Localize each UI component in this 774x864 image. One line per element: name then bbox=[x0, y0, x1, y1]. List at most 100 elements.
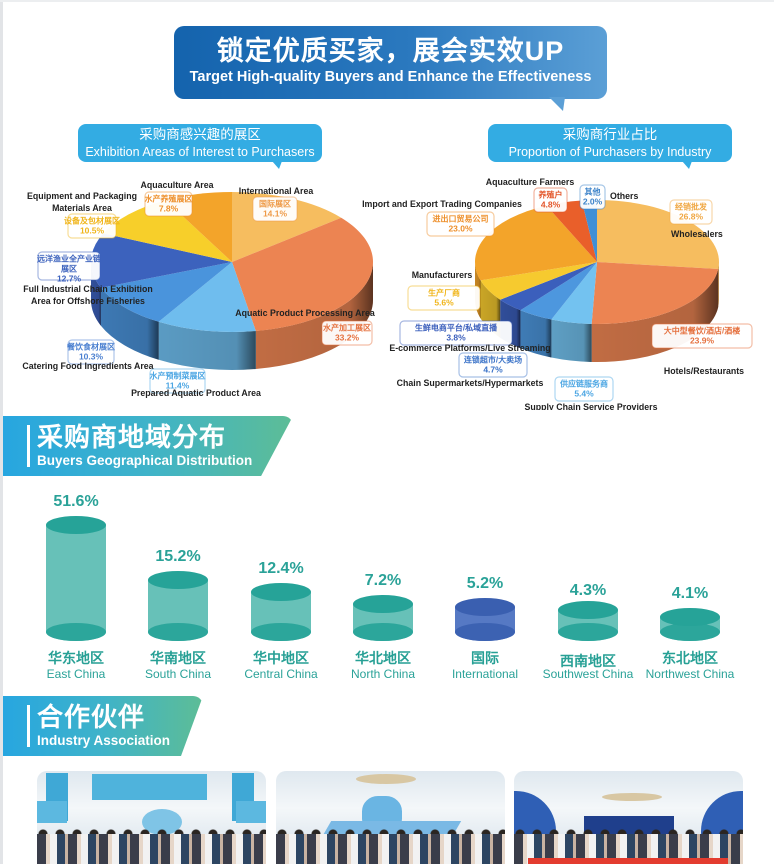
svg-text:水产预制菜展区: 水产预制菜展区 bbox=[149, 371, 206, 381]
pie-value-badge bbox=[144, 191, 193, 217]
pie-value-badge bbox=[67, 213, 117, 239]
pie-slice bbox=[158, 262, 256, 332]
pie-slice bbox=[500, 262, 597, 311]
geo-region-zh: 西南地区 bbox=[560, 653, 616, 669]
geo-region-en: Southwest China bbox=[542, 667, 634, 681]
pie-value-badge bbox=[399, 320, 513, 346]
svg-text:33.2%: 33.2% bbox=[335, 333, 360, 343]
pie-slice bbox=[520, 262, 597, 320]
geo-region-zh: 国际 bbox=[471, 650, 499, 666]
header-accent-bar bbox=[27, 705, 30, 747]
svg-text:23.0%: 23.0% bbox=[448, 224, 473, 234]
pie-value-badge bbox=[533, 187, 568, 213]
svg-text:国际展区: 国际展区 bbox=[259, 199, 291, 209]
pie-category-label: Aquatic Product Processing Area bbox=[235, 308, 375, 318]
svg-text:餐饮食材展区: 餐饮食材展区 bbox=[66, 342, 115, 352]
pie-slice bbox=[90, 233, 232, 288]
svg-text:水产加工展区: 水产加工展区 bbox=[322, 323, 371, 333]
pie-slice bbox=[591, 262, 719, 324]
pie-category-label: Area for Offshore Fisheries bbox=[31, 296, 145, 306]
pie-value-badge bbox=[554, 376, 614, 402]
geo-region-en: South China bbox=[144, 667, 212, 681]
partner-photo-2 bbox=[276, 771, 505, 864]
pie-value-badge bbox=[669, 199, 713, 225]
partners-section-title-en: Industry Association bbox=[37, 733, 171, 748]
cylinder-base bbox=[455, 623, 515, 641]
pie-slice bbox=[474, 205, 597, 281]
geo-section-header: 采购商地域分布 Buyers Geographical Distribution bbox=[3, 416, 293, 476]
svg-text:供应链服务商: 供应链服务商 bbox=[559, 379, 608, 389]
svg-text:大中型餐饮/酒店/酒楼: 大中型餐饮/酒店/酒楼 bbox=[664, 326, 740, 336]
pie-category-label: Aquaculture Farmers bbox=[486, 177, 575, 187]
cylinder-base bbox=[660, 623, 720, 641]
banner-title-en: Target High-quality Buyers and Enhance t… bbox=[189, 69, 592, 85]
svg-text:水产养殖展区: 水产养殖展区 bbox=[144, 194, 193, 204]
partners-section-title-zh: 合作伙伴 bbox=[37, 702, 146, 732]
geo-region-en: Central China bbox=[244, 667, 318, 681]
cylinder-top bbox=[455, 598, 515, 616]
pie-slice bbox=[581, 200, 597, 262]
geo-region-en: International bbox=[451, 667, 519, 681]
geo-region-en: North China bbox=[350, 667, 416, 681]
exhibition-areas-title: 采购商感兴趣的展区 Exhibition Areas of Interest t… bbox=[78, 124, 322, 169]
geo-region-zh: 华东地区 bbox=[48, 650, 104, 666]
svg-text:4.7%: 4.7% bbox=[483, 365, 503, 375]
svg-text:生鲜电商平台/私域直播: 生鲜电商平台/私域直播 bbox=[415, 323, 498, 333]
svg-text:7.8%: 7.8% bbox=[159, 204, 179, 214]
pie-value-badge bbox=[458, 352, 528, 378]
svg-text:生产厂商: 生产厂商 bbox=[428, 288, 460, 298]
cylinder-top bbox=[558, 601, 618, 619]
svg-text:10.5%: 10.5% bbox=[80, 226, 105, 236]
cylinder-top bbox=[251, 583, 311, 601]
pie-category-label: Others bbox=[610, 191, 638, 201]
pie-slice bbox=[100, 262, 232, 322]
pie-value-badge bbox=[426, 211, 495, 237]
svg-text:4.8%: 4.8% bbox=[541, 200, 561, 210]
svg-text:3.8%: 3.8% bbox=[446, 333, 466, 343]
pie-value-badge bbox=[67, 339, 115, 365]
geo-percent: 4.1% bbox=[671, 585, 709, 602]
svg-text:11.4%: 11.4% bbox=[166, 381, 190, 391]
cylinder-top bbox=[353, 595, 413, 613]
industry-title-en: Proportion of Purchasers by Industry bbox=[508, 145, 712, 159]
geo-percent: 7.2% bbox=[364, 572, 402, 589]
geo-section-title-zh: 采购商地域分布 bbox=[37, 422, 227, 452]
pie-value-badge bbox=[579, 184, 606, 210]
speech-bubble-tail bbox=[682, 161, 692, 169]
pie-value-badge bbox=[651, 323, 753, 349]
page-left-border bbox=[0, 0, 3, 864]
svg-text:展区: 展区 bbox=[60, 265, 77, 274]
exhibition-areas-title-zh: 采购商感兴趣的展区 bbox=[139, 127, 261, 142]
header-accent-bar bbox=[27, 425, 30, 467]
cylinder-base bbox=[353, 623, 413, 641]
svg-text:进出口贸易公司: 进出口贸易公司 bbox=[433, 214, 489, 224]
cylinder-top bbox=[660, 608, 720, 626]
svg-text:远洋渔业全产业链: 远洋渔业全产业链 bbox=[37, 254, 102, 264]
exhibition-areas-title-en: Exhibition Areas of Interest to Purchase… bbox=[85, 145, 315, 159]
geo-region-zh: 华中地区 bbox=[253, 650, 309, 666]
geo-region-zh: 华南地区 bbox=[150, 650, 206, 666]
pie-category-label: Hotels/Restaurants bbox=[664, 366, 744, 376]
pie-category-label: Supply Chain Service Providers bbox=[525, 402, 658, 410]
geo-percent: 4.3% bbox=[569, 582, 607, 599]
pie-category-label: Materials Area bbox=[52, 203, 112, 213]
pie-category-label: Import and Export Trading Companies bbox=[362, 199, 522, 209]
svg-text:26.8%: 26.8% bbox=[679, 212, 704, 222]
svg-text:23.9%: 23.9% bbox=[690, 336, 715, 346]
cylinder-base bbox=[558, 623, 618, 641]
geo-percent: 51.6% bbox=[53, 493, 99, 510]
svg-text:2.0%: 2.0% bbox=[583, 197, 603, 207]
geo-section-title-en: Buyers Geographical Distribution bbox=[37, 453, 253, 468]
cylinder-base bbox=[148, 623, 208, 641]
pie-category-label: Full Industrial Chain Exhibition bbox=[23, 284, 153, 294]
main-banner: 锁定优质买家，展会实效UP Target High-quality Buyers… bbox=[174, 26, 607, 111]
cylinder-top bbox=[148, 571, 208, 589]
geo-percent: 12.4% bbox=[258, 560, 304, 577]
pie-slice bbox=[480, 262, 597, 300]
speech-bubble-tail bbox=[549, 97, 565, 111]
pie-category-label: Prepared Aquatic Product Area bbox=[131, 388, 261, 398]
geo-percent: 15.2% bbox=[155, 548, 201, 565]
pie-category-label: Catering Food Ingredients Area bbox=[22, 361, 153, 371]
